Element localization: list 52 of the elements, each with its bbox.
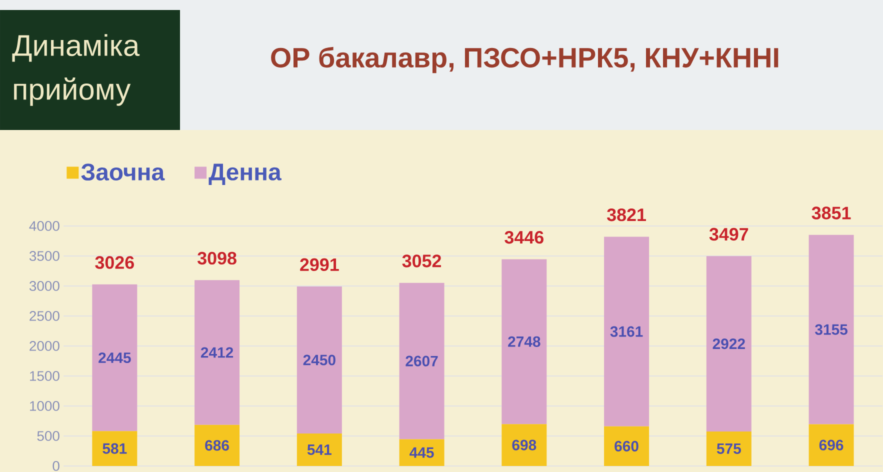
legend-label: Заочна xyxy=(81,164,165,181)
bar xyxy=(706,431,752,466)
data-label: 2445 xyxy=(98,352,131,364)
y-tick-label: 0 xyxy=(52,461,60,471)
legend-label: Денна xyxy=(208,164,282,185)
bar xyxy=(194,280,240,425)
total-label: 3052 xyxy=(402,254,442,268)
bar xyxy=(808,424,854,466)
bar xyxy=(296,434,342,466)
data-label: 2412 xyxy=(200,347,234,358)
data-label: 686 xyxy=(205,440,229,451)
bar xyxy=(808,234,854,424)
y-tick-label: 1000 xyxy=(30,401,60,411)
y-tick-label: 1500 xyxy=(30,371,60,381)
total-label: 2991 xyxy=(300,258,339,271)
data-label: 575 xyxy=(716,444,741,454)
total-label: 3821 xyxy=(607,208,646,222)
bar xyxy=(502,259,547,424)
data-label: 581 xyxy=(102,443,127,454)
y-tick-label: 3500 xyxy=(29,251,60,261)
bar xyxy=(194,424,240,466)
data-label: 2748 xyxy=(508,336,540,347)
total-label: 3851 xyxy=(812,206,851,220)
y-tick-label: 2000 xyxy=(30,341,60,351)
data-label: 696 xyxy=(819,440,844,450)
data-label: 2922 xyxy=(712,338,745,350)
data-label: 541 xyxy=(307,444,332,455)
data-label: 660 xyxy=(614,440,638,452)
bar xyxy=(92,431,138,466)
total-label: 3497 xyxy=(709,228,748,241)
bar xyxy=(296,286,342,434)
total-label: 3098 xyxy=(198,252,236,265)
y-tick-label: 500 xyxy=(37,431,60,441)
y-tick-label: 3000 xyxy=(29,281,60,291)
y-tick-label: 4000 xyxy=(29,221,60,231)
total-label: 3026 xyxy=(95,256,134,269)
y-tick-label: 2500 xyxy=(30,311,60,321)
data-label: 698 xyxy=(512,440,536,450)
data-label: 445 xyxy=(410,447,434,458)
bar xyxy=(604,236,650,426)
total-label: 3446 xyxy=(504,230,544,244)
data-label: 3155 xyxy=(815,324,848,335)
bar xyxy=(604,426,650,466)
text: Динаміка прийому xyxy=(12,34,140,106)
data-label: 2450 xyxy=(303,354,336,366)
chart-title: ОР бакалавр, ПЗСО+НРК5, КНУ+КННІ xyxy=(271,46,778,74)
bar xyxy=(92,284,138,432)
bar xyxy=(502,424,547,466)
bar xyxy=(399,282,444,440)
data-label: 3161 xyxy=(610,326,643,337)
bar xyxy=(706,256,752,432)
data-label: 2607 xyxy=(406,356,438,366)
